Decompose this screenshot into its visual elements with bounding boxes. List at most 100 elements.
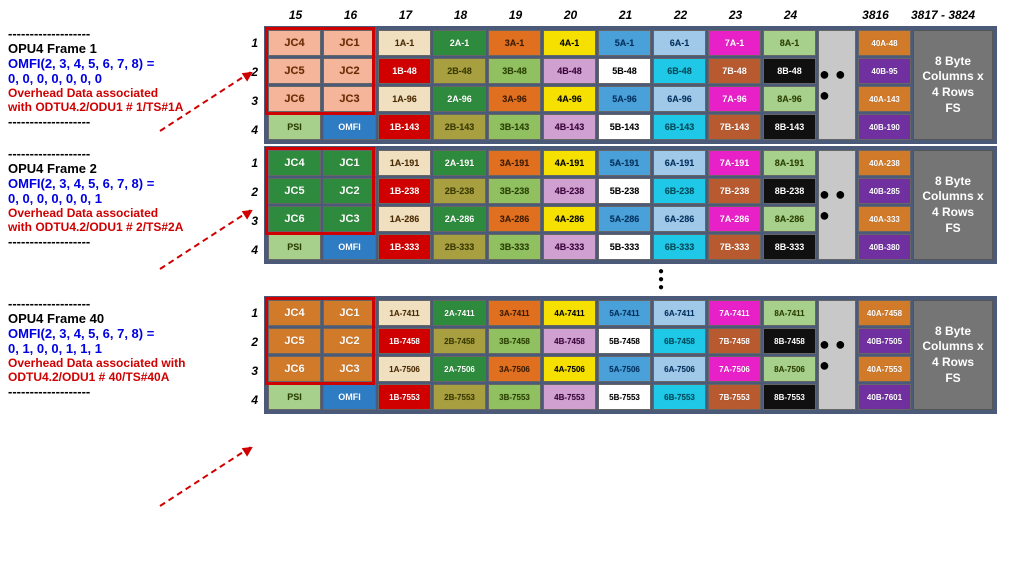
grid-col: JC4JC5JC6PSI — [267, 299, 322, 411]
grid-cell: OMFI — [323, 234, 376, 260]
grid-col: 7A-17B-487A-967B-143 — [707, 29, 762, 141]
grid-cell: 2B-48 — [433, 58, 486, 84]
omfi-label: OMFI(2, 3, 4, 5, 6, 7, 8) = — [8, 176, 232, 191]
grid-cell: 8A-7411 — [763, 300, 816, 326]
grid-cell: 40A-48 — [858, 30, 911, 56]
grid-cell: 1A-191 — [378, 150, 431, 176]
grid-cell: 5A-96 — [598, 86, 651, 112]
overhead-label: Overhead Data associated — [8, 206, 232, 220]
grid-cell: 40B-190 — [858, 114, 911, 140]
grid-cell: 2A-286 — [433, 206, 486, 232]
grid-cell: 6A-96 — [653, 86, 706, 112]
frame-title: OPU4 Frame 1 — [8, 41, 232, 56]
grid-cell: 8B-7458 — [763, 328, 816, 354]
row-num: 4 — [238, 236, 264, 264]
grid-col: 6A-1916B-2386A-2866B-333 — [652, 149, 707, 261]
grid-cell: 2A-7411 — [433, 300, 486, 326]
grid-cell: JC5 — [268, 58, 321, 84]
grid-col: 4A-1914B-2384A-2864B-333 — [542, 149, 597, 261]
grid-cell: JC4 — [268, 150, 321, 176]
grid-cell: 40A-7458 — [858, 300, 911, 326]
grid-cell: 6B-333 — [653, 234, 706, 260]
grid-cell: 1A-7506 — [378, 356, 431, 382]
grid-cell: 4A-191 — [543, 150, 596, 176]
grid-cell: 2A-191 — [433, 150, 486, 176]
grid-col: 6A-16B-486A-966B-143 — [652, 29, 707, 141]
col-header: 23 — [708, 8, 763, 22]
grid-cell: 3B-7553 — [488, 384, 541, 410]
grid-cell: JC3 — [323, 356, 376, 382]
ellipsis-col: ● ● ● — [818, 150, 856, 260]
grid-cell: 2B-143 — [433, 114, 486, 140]
frame-left-labels: -------------------OPU4 Frame 2OMFI(2, 3… — [8, 146, 238, 264]
overhead-label: Overhead Data associated — [8, 86, 232, 100]
row-num: 1 — [238, 29, 264, 57]
grid-col: 3A-13B-483A-963B-143 — [487, 29, 542, 141]
grid-cell: 7B-238 — [708, 178, 761, 204]
grid-col: 4A-14B-484A-964B-143 — [542, 29, 597, 141]
grid-cell: 5A-191 — [598, 150, 651, 176]
grid-cell: 7B-48 — [708, 58, 761, 84]
grid-cell: 2B-7553 — [433, 384, 486, 410]
row-num: 2 — [238, 328, 264, 356]
grid-col: 1A-11B-481A-961B-143 — [377, 29, 432, 141]
grid-cell: 3B-143 — [488, 114, 541, 140]
col-header: 22 — [653, 8, 708, 22]
grid-cell: JC5 — [268, 328, 321, 354]
frames-container: -------------------OPU4 Frame 1OMFI(2, 3… — [8, 26, 1016, 416]
grid-cell: 5B-143 — [598, 114, 651, 140]
col-header: 18 — [433, 8, 488, 22]
col-header: 21 — [598, 8, 653, 22]
col-header: 17 — [378, 8, 433, 22]
grid-cell: 1B-7553 — [378, 384, 431, 410]
grid-col: JC4JC5JC6PSI — [267, 29, 322, 141]
grid-col: 5A-74115B-74585A-75065B-7553 — [597, 299, 652, 411]
grid-cell: 2A-1 — [433, 30, 486, 56]
row-num: 3 — [238, 357, 264, 385]
grid-cell: 3A-7506 — [488, 356, 541, 382]
grid-cell: 40A-7553 — [858, 356, 911, 382]
grid-col: 6A-74116B-74586A-75066B-7553 — [652, 299, 707, 411]
ellipsis-col: ● ● ● — [818, 30, 856, 140]
grid-col: 7A-1917B-2387A-2867B-333 — [707, 149, 762, 261]
grid-cell: 5A-286 — [598, 206, 651, 232]
grid-cell: JC3 — [323, 206, 376, 232]
grid-cell: 6A-7411 — [653, 300, 706, 326]
grid-cell: JC4 — [268, 30, 321, 56]
grid-cell: OMFI — [323, 384, 376, 410]
overhead-label: ODTU4.2/ODU1 # 40/TS#40A — [8, 370, 232, 384]
grid-cell: 1B-48 — [378, 58, 431, 84]
grid-cell: JC2 — [323, 178, 376, 204]
frame-grid: JC4JC5JC6PSIJC1JC2JC3OMFI1A-11B-481A-961… — [264, 26, 997, 144]
grid-col: 5A-1915B-2385A-2865B-333 — [597, 149, 652, 261]
grid-cell: 8B-48 — [763, 58, 816, 84]
grid-cell: 3A-191 — [488, 150, 541, 176]
grid-cell: 3A-1 — [488, 30, 541, 56]
grid-cell: 8A-96 — [763, 86, 816, 112]
grid-cell: 40B-7505 — [858, 328, 911, 354]
ellipsis-col: ● ● ● — [818, 300, 856, 410]
omfi-value: 0, 1, 0, 0, 1, 1, 1 — [8, 341, 232, 356]
grid-cell: 4B-48 — [543, 58, 596, 84]
diagram-root: 15 16 17 18 19 20 21 22 23 24 3816 3817 … — [8, 8, 1016, 416]
row-num: 4 — [238, 116, 264, 144]
overhead-label: Overhead Data associated with — [8, 356, 232, 370]
grid-cell: 5A-7506 — [598, 356, 651, 382]
grid-cell: 6B-7458 — [653, 328, 706, 354]
grid-cell: 2B-238 — [433, 178, 486, 204]
dash: ------------------- — [8, 146, 232, 161]
grid-cell: 8B-238 — [763, 178, 816, 204]
omfi-label: OMFI(2, 3, 4, 5, 6, 7, 8) = — [8, 56, 232, 71]
grid-cell: 3B-238 — [488, 178, 541, 204]
row-numbers: 1234 — [238, 26, 264, 144]
grid-col: 8A-18B-488A-968B-143 — [762, 29, 817, 141]
omfi-value: 0, 0, 0, 0, 0, 0, 0 — [8, 71, 232, 86]
grid-cell: 5B-7458 — [598, 328, 651, 354]
grid-cell: 2B-7458 — [433, 328, 486, 354]
col-header: 24 — [763, 8, 818, 22]
grid-cell: 2A-96 — [433, 86, 486, 112]
col-header: 16 — [323, 8, 378, 22]
grid-cell: 8A-286 — [763, 206, 816, 232]
grid-col: 1A-1911B-2381A-2861B-333 — [377, 149, 432, 261]
dash: ------------------- — [8, 26, 232, 41]
